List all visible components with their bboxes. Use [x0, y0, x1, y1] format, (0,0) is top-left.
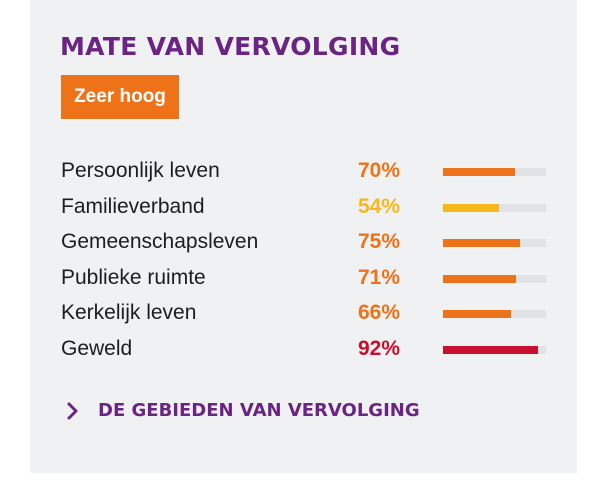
progress-bar-fill: [443, 168, 516, 176]
progress-bar: [443, 203, 546, 212]
persecution-rows: Persoonlijk leven 70% Familieverband 54%…: [30, 155, 577, 368]
row-label: Gemeenschapsleven: [61, 230, 259, 253]
persecution-card: MATE VAN VERVOLGING Zeer hoog Persoonlij…: [30, 0, 577, 473]
level-badge: Zeer hoog: [61, 75, 179, 119]
row-value: 66%: [358, 301, 401, 324]
progress-bar-fill: [443, 203, 499, 212]
progress-bar-fill: [443, 274, 517, 283]
progress-bar: [443, 274, 546, 283]
link-label: DE GEBIEDEN VAN VERVOLGING: [98, 400, 420, 421]
row-value: 75%: [358, 230, 401, 253]
progress-bar: [443, 345, 546, 354]
progress-bar: [443, 168, 546, 176]
row-value: 92%: [358, 336, 401, 360]
row-label: Kerkelijk leven: [61, 301, 197, 324]
list-item: Publieke ruimte 71%: [30, 262, 577, 298]
row-value: 70%: [358, 159, 401, 182]
row-label: Familieverband: [61, 194, 205, 218]
list-item: Gemeenschapsleven 75%: [30, 226, 577, 262]
chevron-right-icon: [67, 402, 78, 419]
list-item: Familieverband 54%: [30, 191, 577, 227]
row-value: 54%: [358, 194, 401, 218]
card-title: MATE VAN VERVOLGING: [60, 32, 401, 61]
progress-bar: [443, 310, 546, 318]
progress-bar-fill: [443, 310, 511, 318]
progress-bar: [443, 239, 546, 247]
row-label: Persoonlijk leven: [61, 159, 220, 182]
row-value: 71%: [358, 265, 401, 289]
list-item: Geweld 92%: [30, 333, 577, 369]
list-item: Persoonlijk leven 70%: [30, 155, 577, 191]
row-label: Geweld: [61, 336, 133, 360]
progress-bar-fill: [443, 345, 538, 354]
list-item: Kerkelijk leven 66%: [30, 297, 577, 333]
persecution-areas-link[interactable]: DE GEBIEDEN VAN VERVOLGING: [66, 400, 420, 421]
progress-bar-fill: [443, 239, 521, 247]
row-label: Publieke ruimte: [61, 265, 206, 289]
